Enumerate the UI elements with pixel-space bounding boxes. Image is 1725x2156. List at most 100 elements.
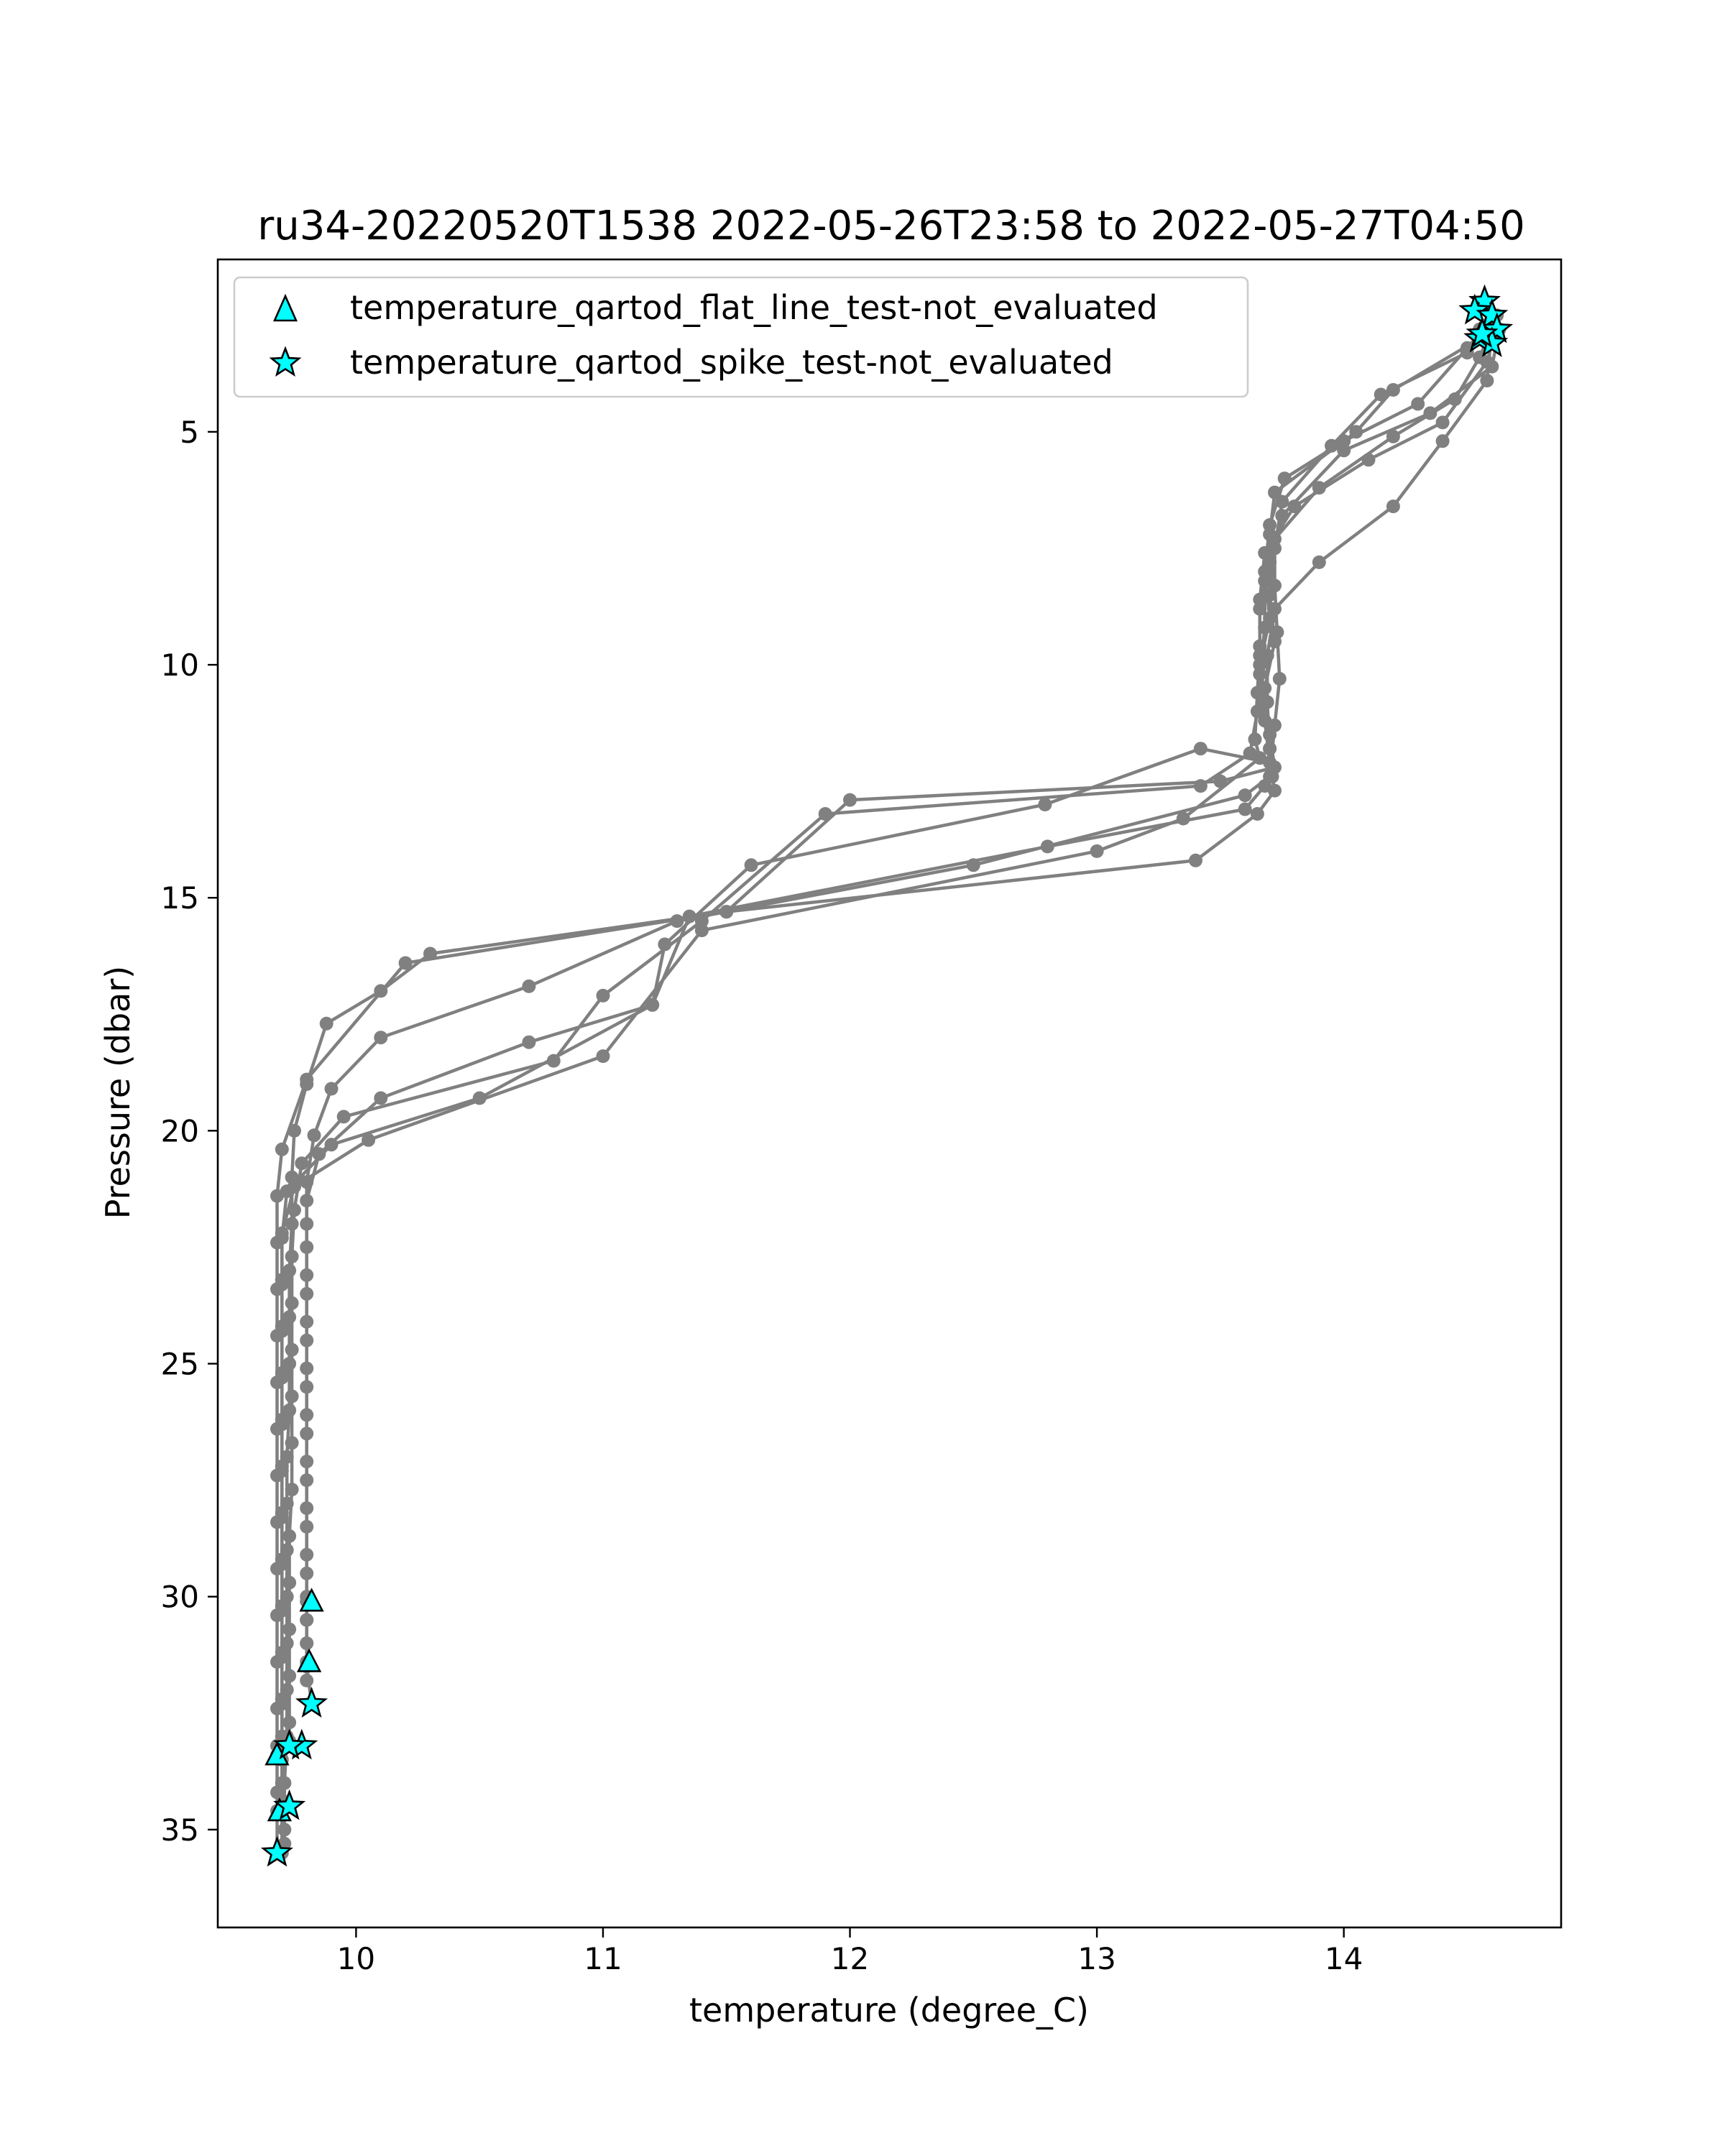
data-point bbox=[282, 1622, 297, 1636]
data-point bbox=[270, 1608, 284, 1623]
star-marker bbox=[260, 1835, 293, 1867]
legend-label-spike: temperature_qartod_spike_test-not_evalua… bbox=[350, 343, 1113, 382]
y-tick-label: 5 bbox=[180, 415, 199, 450]
chart-title: ru34-20220520T1538 2022-05-26T23:58 to 2… bbox=[257, 203, 1524, 249]
data-point bbox=[1337, 443, 1351, 458]
legend-box bbox=[233, 276, 1249, 398]
data-point bbox=[1250, 807, 1264, 821]
data-point bbox=[645, 998, 660, 1012]
profile-series-2 bbox=[300, 313, 1499, 1711]
data-point bbox=[270, 1282, 284, 1296]
star-marker bbox=[273, 1728, 306, 1760]
data-point bbox=[374, 1031, 388, 1045]
data-point bbox=[374, 1091, 388, 1105]
data-point bbox=[300, 1217, 314, 1231]
data-point bbox=[1272, 672, 1287, 686]
data-point bbox=[1193, 779, 1208, 793]
star-marker bbox=[1466, 317, 1499, 348]
legend-label-flat-line: temperature_qartod_flat_line_test-not_ev… bbox=[350, 288, 1158, 327]
data-point bbox=[1361, 453, 1376, 467]
data-point bbox=[270, 1235, 284, 1250]
data-point bbox=[270, 1562, 284, 1576]
data-point bbox=[300, 1613, 314, 1627]
data-point bbox=[300, 1501, 314, 1515]
data-point bbox=[282, 1575, 297, 1590]
x-axis-label: temperature (degree_C) bbox=[689, 1991, 1089, 2030]
data-point bbox=[843, 793, 857, 807]
data-point bbox=[270, 1655, 284, 1669]
legend: temperature_qartod_flat_line_test-not_ev… bbox=[233, 276, 1249, 398]
data-point bbox=[300, 1314, 314, 1329]
data-point bbox=[277, 1776, 292, 1790]
data-point bbox=[300, 1636, 314, 1650]
x-axis: 10 11 12 13 14 bbox=[337, 1927, 1363, 1976]
data-point bbox=[362, 1133, 376, 1147]
data-point bbox=[270, 1701, 284, 1715]
legend-star-marker bbox=[269, 346, 302, 377]
data-point bbox=[282, 1529, 297, 1543]
profile-line bbox=[285, 323, 1489, 1747]
data-point bbox=[270, 1468, 284, 1483]
x-tick-label: 10 bbox=[337, 1941, 375, 1976]
profile-line bbox=[305, 314, 1499, 1681]
y-tick-label: 10 bbox=[161, 648, 199, 683]
y-tick-label: 30 bbox=[161, 1580, 199, 1615]
y-axis: 5 10 15 20 25 30 35 bbox=[161, 415, 218, 1848]
data-point bbox=[1263, 742, 1277, 756]
data-point bbox=[270, 1515, 284, 1529]
star-marker bbox=[273, 1789, 306, 1820]
data-point bbox=[285, 1483, 299, 1497]
y-axis-label: Pressure (dbar) bbox=[98, 966, 137, 1219]
data-point bbox=[300, 1072, 314, 1087]
data-point bbox=[285, 1389, 299, 1404]
data-point bbox=[1263, 555, 1277, 569]
data-point bbox=[300, 1673, 314, 1687]
data-point bbox=[1189, 853, 1202, 867]
data-point bbox=[1386, 383, 1400, 397]
data-point bbox=[270, 1329, 284, 1343]
data-point bbox=[300, 1268, 314, 1282]
data-point bbox=[1312, 555, 1326, 569]
data-point bbox=[694, 923, 709, 938]
data-point bbox=[1268, 783, 1282, 798]
profile-series-4 bbox=[280, 318, 1494, 1753]
data-point bbox=[744, 858, 758, 872]
data-point bbox=[1386, 429, 1400, 443]
data-point bbox=[1238, 788, 1252, 803]
profile-series-7 bbox=[270, 322, 1499, 1860]
data-point bbox=[300, 1547, 314, 1562]
data-point bbox=[1275, 509, 1289, 523]
data-point bbox=[1270, 625, 1284, 640]
data-point bbox=[1268, 602, 1282, 616]
data-point bbox=[1268, 579, 1282, 593]
y-tick-label: 25 bbox=[161, 1347, 199, 1382]
profile-line bbox=[280, 328, 1481, 1853]
data-point bbox=[300, 1361, 314, 1376]
data-point bbox=[1253, 751, 1267, 765]
triangle-marker bbox=[296, 1648, 322, 1672]
star-marker bbox=[1458, 293, 1491, 325]
data-point bbox=[312, 1147, 326, 1161]
y-tick-label: 35 bbox=[161, 1812, 199, 1848]
x-tick-label: 12 bbox=[831, 1941, 869, 1976]
data-point bbox=[285, 1436, 299, 1450]
data-point bbox=[596, 988, 610, 1003]
profile-series-1 bbox=[275, 322, 1487, 1860]
data-point bbox=[818, 807, 832, 821]
data-point bbox=[282, 1715, 297, 1730]
data-point bbox=[324, 1138, 339, 1152]
data-point bbox=[270, 1189, 284, 1203]
x-tick-label: 14 bbox=[1325, 1941, 1363, 1976]
data-point bbox=[270, 1422, 284, 1436]
data-point bbox=[1250, 686, 1264, 700]
data-point bbox=[1435, 415, 1450, 430]
data-point bbox=[522, 1035, 536, 1049]
data-point bbox=[282, 1669, 297, 1683]
data-point bbox=[1480, 374, 1494, 388]
plot-area bbox=[260, 284, 1514, 1867]
data-point bbox=[275, 1142, 289, 1156]
data-point bbox=[1260, 648, 1274, 663]
triangle-marker bbox=[299, 1588, 324, 1612]
data-point bbox=[1411, 397, 1425, 411]
